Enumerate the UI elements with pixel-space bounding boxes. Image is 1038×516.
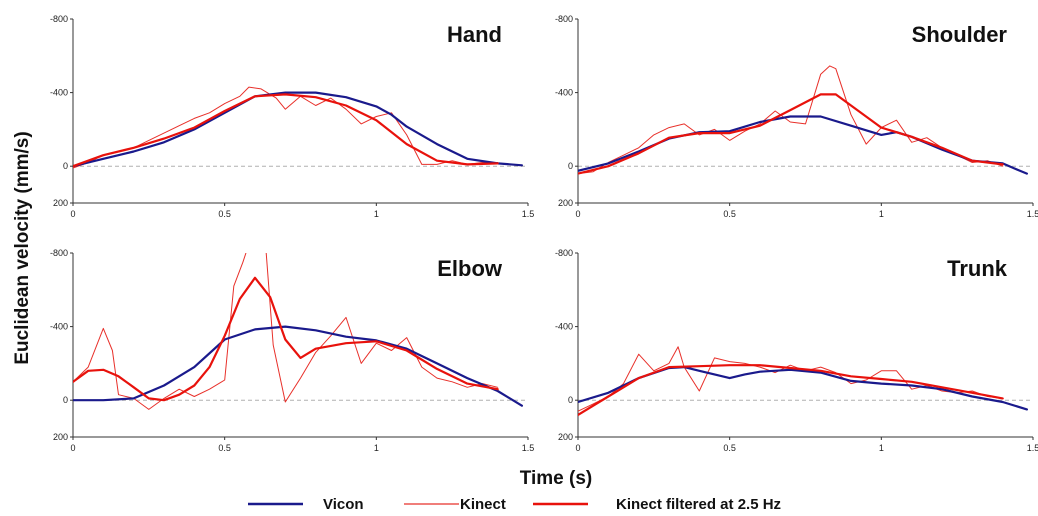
y-tick-label: -400 bbox=[50, 322, 68, 332]
series-line-kinect-filtered-at-2-5-hz bbox=[578, 93, 1004, 175]
x-tick-label: 1.5 bbox=[1027, 443, 1038, 453]
legend-label: Vicon bbox=[323, 496, 364, 513]
series-line-kinect-filtered-at-2-5-hz bbox=[578, 364, 1004, 416]
series-line-kinect bbox=[578, 65, 1004, 175]
legend-item: Vicon bbox=[248, 496, 364, 513]
series-line-kinect-filtered-at-2-5-hz bbox=[73, 93, 499, 168]
panel-title: Trunk bbox=[947, 256, 1008, 281]
x-axis-title: Time (s) bbox=[520, 468, 593, 489]
y-tick-label: 0 bbox=[63, 395, 68, 405]
y-tick-label: 0 bbox=[568, 161, 573, 171]
x-tick-label: 0 bbox=[70, 209, 75, 219]
legend-label: Kinect bbox=[460, 496, 506, 513]
y-axis-title: Euclidean velocity (mm/s) bbox=[12, 131, 33, 364]
x-tick-label: 1 bbox=[374, 443, 379, 453]
x-tick-label: 0.5 bbox=[218, 443, 231, 453]
series-line-kinect-filtered-at-2-5-hz bbox=[73, 276, 499, 402]
x-tick-label: 0 bbox=[575, 209, 580, 219]
y-tick-label: -400 bbox=[555, 322, 573, 332]
panel-title: Elbow bbox=[437, 256, 503, 281]
x-tick-label: 1 bbox=[374, 209, 379, 219]
y-tick-label: -400 bbox=[50, 88, 68, 98]
y-tick-label: -800 bbox=[555, 14, 573, 24]
legend-label: Kinect filtered at 2.5 Hz bbox=[616, 496, 781, 513]
x-tick-label: 0.5 bbox=[723, 209, 736, 219]
y-tick-label: -800 bbox=[555, 248, 573, 258]
x-tick-label: 1.5 bbox=[1027, 209, 1038, 219]
x-tick-label: 0 bbox=[70, 443, 75, 453]
x-tick-label: 0 bbox=[575, 443, 580, 453]
y-tick-label: 200 bbox=[558, 198, 573, 208]
x-tick-label: 1 bbox=[879, 443, 884, 453]
series-line-vicon bbox=[73, 325, 524, 407]
y-tick-label: -400 bbox=[555, 88, 573, 98]
y-tick-label: 200 bbox=[558, 432, 573, 442]
series-line-kinect bbox=[73, 253, 499, 410]
y-tick-label: 0 bbox=[63, 161, 68, 171]
series-line-kinect bbox=[578, 346, 1004, 412]
y-tick-label: -800 bbox=[50, 14, 68, 24]
series-line-kinect bbox=[73, 86, 499, 169]
x-tick-label: 1.5 bbox=[522, 443, 535, 453]
x-tick-label: 0.5 bbox=[723, 443, 736, 453]
legend: Vicon Kinect Kinect filtered at 2.5 Hz bbox=[248, 496, 781, 513]
y-tick-label: 200 bbox=[53, 198, 68, 208]
series-line-vicon bbox=[73, 91, 524, 168]
x-tick-label: 1.5 bbox=[522, 209, 535, 219]
y-tick-label: 0 bbox=[568, 395, 573, 405]
panel-title: Hand bbox=[447, 22, 502, 47]
legend-item: Kinect bbox=[404, 496, 506, 513]
series-line-vicon bbox=[578, 366, 1029, 411]
series-line-vicon bbox=[578, 115, 1029, 175]
x-tick-label: 1 bbox=[879, 209, 884, 219]
y-tick-label: -800 bbox=[50, 248, 68, 258]
panel-title: Shoulder bbox=[912, 22, 1008, 47]
x-tick-label: 0.5 bbox=[218, 209, 231, 219]
legend-item: Kinect filtered at 2.5 Hz bbox=[533, 496, 781, 513]
y-tick-label: 200 bbox=[53, 432, 68, 442]
